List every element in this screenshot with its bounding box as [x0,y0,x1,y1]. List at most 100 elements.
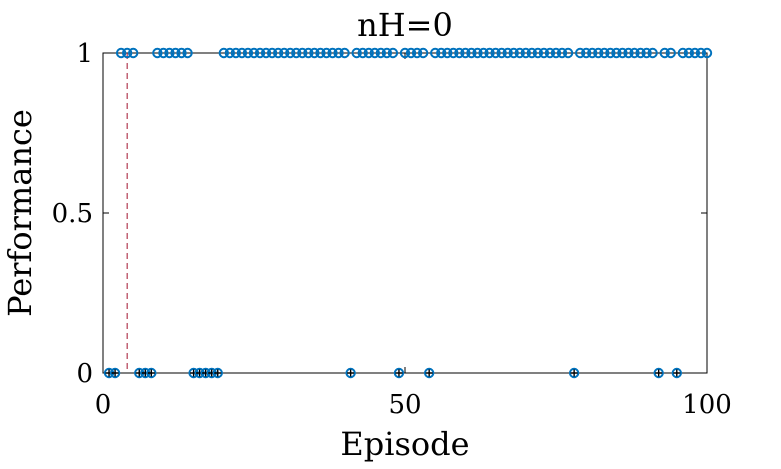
data-point [357,47,368,59]
data-point [472,47,483,59]
data-point-plus-marker [214,369,222,377]
data-point [109,367,121,379]
data-point [605,47,616,59]
data-point [484,47,495,59]
data-point [436,47,447,59]
data-point [665,47,676,59]
data-point [574,47,586,59]
data-point [152,47,163,59]
data-point [641,47,652,59]
data-point [442,47,453,59]
data-point [170,47,181,59]
x-tick-label: 100 [682,390,732,420]
data-point [478,47,489,59]
data-point [701,47,713,59]
data-point [363,47,374,59]
data-point [430,47,441,59]
data-point [345,367,356,379]
y-tick-label: 1 [76,39,93,69]
data-point [556,47,568,59]
data-point [466,47,477,59]
x-tick-label: 50 [388,390,421,420]
data-point [423,367,435,379]
data-point [659,47,670,59]
data-point [599,47,610,59]
data-point [230,47,242,59]
data-point [315,47,326,59]
data-point [327,47,338,59]
data-point [333,47,344,59]
data-point [593,47,604,59]
data-point-plus-marker [655,369,663,377]
data-point [508,47,519,59]
data-point [460,47,471,59]
data-point [671,367,682,379]
data-point [351,47,362,59]
data-point-plus-marker [147,369,155,377]
data-point [121,47,133,59]
data-point [417,47,429,59]
data-point [653,367,664,379]
data-points [103,47,713,379]
data-point [236,47,248,59]
data-point [568,367,580,379]
data-point [375,47,387,59]
data-point [611,47,622,59]
data-point-plus-marker [111,369,119,377]
data-point [514,47,525,59]
data-point [248,47,260,59]
data-point [550,47,562,59]
data-point [224,47,236,59]
data-point [405,47,417,59]
plot-area [102,52,708,374]
data-point [544,47,556,59]
data-point [496,47,507,59]
data-point [297,47,308,59]
data-point-plus-marker [570,369,578,377]
data-point [629,47,640,59]
data-point [158,47,169,59]
data-point [182,47,193,59]
data-point [399,47,411,59]
data-point [128,47,139,59]
x-axis-label: Episode [340,425,469,463]
data-point [502,47,513,59]
x-tick-label: 0 [95,390,112,420]
data-point [581,47,592,59]
data-point [242,47,254,59]
data-point [321,47,332,59]
data-point [587,47,598,59]
chart-title: nH=0 [357,6,453,44]
data-point [339,47,350,59]
data-point [212,367,223,379]
data-point [260,47,272,59]
data-point [677,47,689,59]
y-tick-label: 0.5 [52,199,93,229]
data-point [176,47,187,59]
data-point [532,47,544,59]
data-point [146,367,157,379]
data-point-plus-marker [347,369,355,377]
data-point [695,47,707,59]
data-point-plus-marker [395,369,403,377]
data-point-plus-marker [425,369,433,377]
data-point [115,47,127,59]
data-point [520,47,531,59]
data-point [164,47,175,59]
data-point [254,47,266,59]
data-point [448,47,459,59]
data-point [272,47,284,59]
data-point [381,47,393,59]
data-point [387,47,399,59]
data-point [635,47,646,59]
data-point [683,47,695,59]
data-point [617,47,628,59]
data-point [647,47,658,59]
data-point [369,47,380,59]
data-point [279,47,290,59]
data-point [526,47,538,59]
y-tick-label: 0 [76,359,93,389]
data-point [454,47,465,59]
data-point [393,367,405,379]
